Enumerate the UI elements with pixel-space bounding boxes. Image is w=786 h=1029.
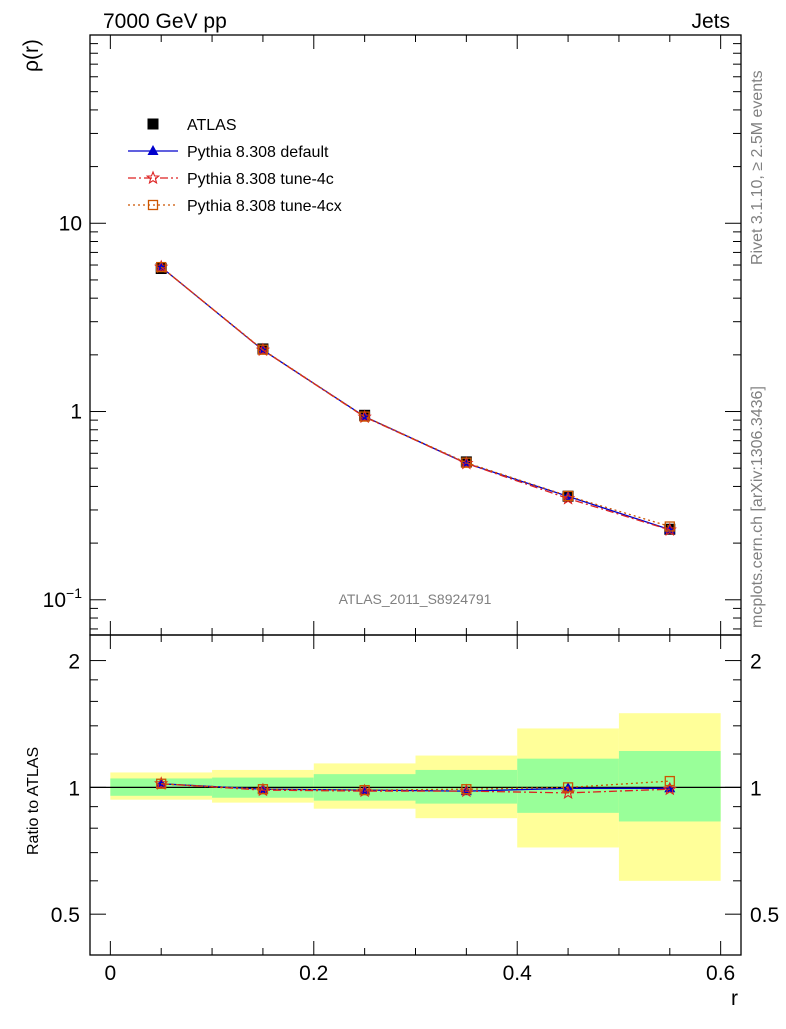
series-line-1 xyxy=(160,266,671,531)
main-y-axis-title: ρ(r) xyxy=(20,39,43,72)
axis-ticks xyxy=(90,34,741,955)
data-point-3 xyxy=(257,344,269,355)
x-axis-title: r xyxy=(731,987,738,1010)
ratio-point-2 xyxy=(562,782,574,793)
legend: ATLAS Pythia 8.308 default Pythia 8.308 tu… xyxy=(128,117,342,215)
x-tick-label: 0.2 xyxy=(299,962,328,985)
x-tick-label: 0.4 xyxy=(503,962,533,985)
ratio-line-1 xyxy=(161,783,670,794)
process-label: Jets xyxy=(691,10,730,33)
ratio-point-1 xyxy=(662,781,677,796)
rivet-version-label: Rivet 3.1.10, ≥ 2.5M events xyxy=(749,70,766,265)
x-tick-label: 0.6 xyxy=(706,962,735,985)
ratio-y-tick-label: 2 xyxy=(68,651,80,674)
energy-label: 7000 GeV pp xyxy=(103,10,227,33)
analysis-watermark: ATLAS_2011_S8924791 xyxy=(339,591,492,607)
legend-marker xyxy=(147,199,159,211)
ratio-point-2 xyxy=(664,775,675,787)
ratio-y-axis-title: Ratio to ATLAS xyxy=(25,747,42,855)
legend-label: Pythia 8.308 tune-4cx xyxy=(187,198,342,215)
data-point-3 xyxy=(562,490,574,502)
axis-tick-labels: 0 0.2 0.4 0.6 10−1 1 10 0.5 0.5 1 1 2 2 xyxy=(43,212,780,985)
main-y-tick-label: 10 xyxy=(59,212,82,235)
ratio-y-tick-label: 0.5 xyxy=(51,904,80,927)
ratio-line-0 xyxy=(161,783,670,792)
ratio-point-2 xyxy=(257,784,269,795)
ratio-y-tick-label-right: 0.5 xyxy=(750,904,779,927)
main-y-tick-label: 1 xyxy=(70,401,82,424)
ratio-point-2 xyxy=(461,784,472,795)
ratio-point-2 xyxy=(359,784,370,796)
ratio-y-tick-label-right: 2 xyxy=(750,651,762,674)
data-point-3 xyxy=(359,411,370,422)
main-series xyxy=(154,259,677,537)
data-point-3 xyxy=(461,457,472,468)
ratio-y-tick-label-right: 1 xyxy=(750,777,762,800)
x-tick-label: 0 xyxy=(105,962,117,985)
ratio-point-2 xyxy=(156,778,167,789)
data-point-3 xyxy=(156,261,167,273)
legend-label: Pythia 8.308 tune-4c xyxy=(187,171,334,188)
source-label: mcplots.cern.ch [arXiv:1306.3436] xyxy=(749,386,766,628)
data-point-3 xyxy=(664,521,675,532)
series-line-3 xyxy=(160,266,670,528)
ratio-series xyxy=(154,775,677,800)
legend-marker xyxy=(147,118,159,130)
legend-label: ATLAS xyxy=(187,117,237,134)
series-line-2 xyxy=(160,266,670,531)
legend-marker xyxy=(145,170,161,185)
legend-label: Pythia 8.308 default xyxy=(187,144,329,161)
main-y-tick-label: 10−1 xyxy=(43,585,83,612)
ratio-y-tick-label: 1 xyxy=(68,777,80,800)
legend-marker xyxy=(147,145,159,155)
uncertainty-bands xyxy=(90,713,741,881)
